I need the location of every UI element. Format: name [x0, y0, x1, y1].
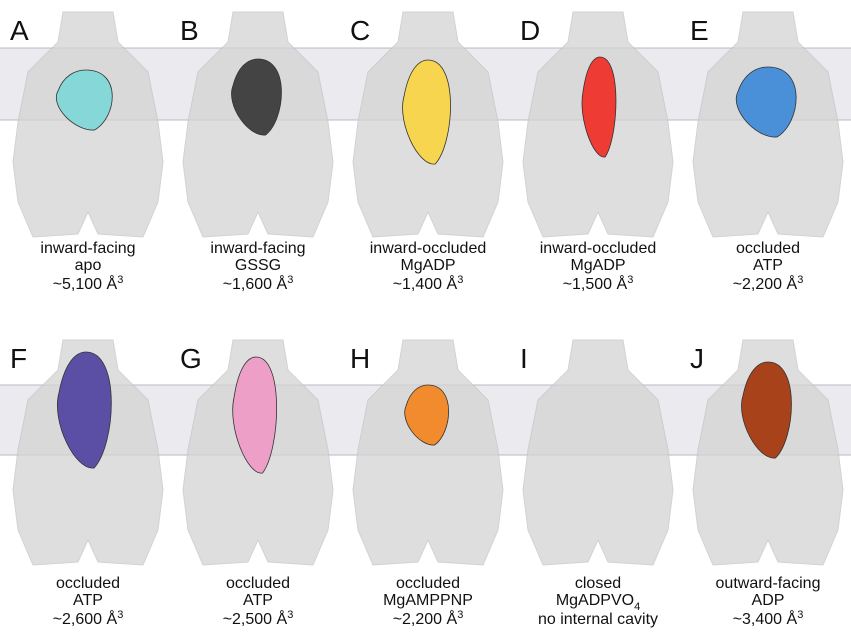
label-line: ~3,400 Å3: [733, 609, 804, 628]
label-line: inward-occluded: [370, 240, 487, 257]
label-text: ~2,200 Å: [733, 274, 798, 293]
label-line: ~2,500 Å3: [223, 609, 294, 628]
superscript: 3: [117, 609, 123, 621]
label-text: ~2,200 Å: [393, 609, 458, 628]
label-line: no internal cavity: [538, 611, 658, 628]
panel-letter: H: [350, 343, 370, 374]
panel-letter: A: [10, 15, 29, 46]
label-line: ADP: [752, 592, 785, 609]
superscript: 3: [627, 274, 633, 286]
protein-silhouette: [353, 340, 503, 565]
superscript: 3: [117, 274, 123, 286]
label-text: MgADPVO: [556, 592, 634, 609]
superscript: 3: [287, 609, 293, 621]
panel-letter: D: [520, 15, 540, 46]
label-line: ~2,200 Å3: [393, 609, 464, 628]
label-line: ATP: [243, 592, 273, 609]
label-line: inward-occluded: [540, 240, 657, 257]
panel-letter: E: [690, 15, 709, 46]
label-line: occluded: [226, 575, 290, 592]
label-line: ~1,400 Å3: [393, 274, 464, 293]
label-text: ~1,500 Å: [563, 274, 628, 293]
label-line: inward-facing: [210, 240, 305, 257]
label-line: GSSG: [235, 257, 281, 274]
panel-letter: J: [690, 343, 704, 374]
label-line: ~5,100 Å3: [53, 274, 124, 293]
label-line: outward-facing: [716, 575, 821, 592]
label-text: ~3,400 Å: [733, 609, 798, 628]
superscript: 3: [797, 274, 803, 286]
superscript: 3: [457, 609, 463, 621]
panel-letter: I: [520, 343, 528, 374]
label-line: MgAMPPNP: [383, 592, 473, 609]
label-line: ATP: [73, 592, 103, 609]
label-line: closed: [575, 575, 621, 592]
label-line: ~2,600 Å3: [53, 609, 124, 628]
panel-letter: C: [350, 15, 370, 46]
label-text: ~2,600 Å: [53, 609, 118, 628]
label-line: apo: [75, 257, 102, 274]
panel-letter: F: [10, 343, 27, 374]
label-line: occluded: [56, 575, 120, 592]
label-line: MgADPVO4: [556, 592, 640, 613]
label-line: MgADP: [570, 257, 625, 274]
figure: Ainward-facingapo~5,100 Å3Binward-facing…: [0, 0, 851, 641]
label-line: ~1,500 Å3: [563, 274, 634, 293]
label-text: ~1,400 Å: [393, 274, 458, 293]
label-line: ~1,600 Å3: [223, 274, 294, 293]
protein-silhouette: [523, 340, 673, 565]
superscript: 3: [797, 609, 803, 621]
label-text: ~2,500 Å: [223, 609, 288, 628]
panel-letter: G: [180, 343, 202, 374]
label-line: ~2,200 Å3: [733, 274, 804, 293]
label-line: occluded: [396, 575, 460, 592]
label-line: inward-facing: [40, 240, 135, 257]
panel-letter: B: [180, 15, 199, 46]
superscript: 3: [457, 274, 463, 286]
superscript: 3: [287, 274, 293, 286]
label-text: ~5,100 Å: [53, 274, 118, 293]
label-line: MgADP: [400, 257, 455, 274]
label-line: ATP: [753, 257, 783, 274]
label-text: ~1,600 Å: [223, 274, 288, 293]
label-line: occluded: [736, 240, 800, 257]
